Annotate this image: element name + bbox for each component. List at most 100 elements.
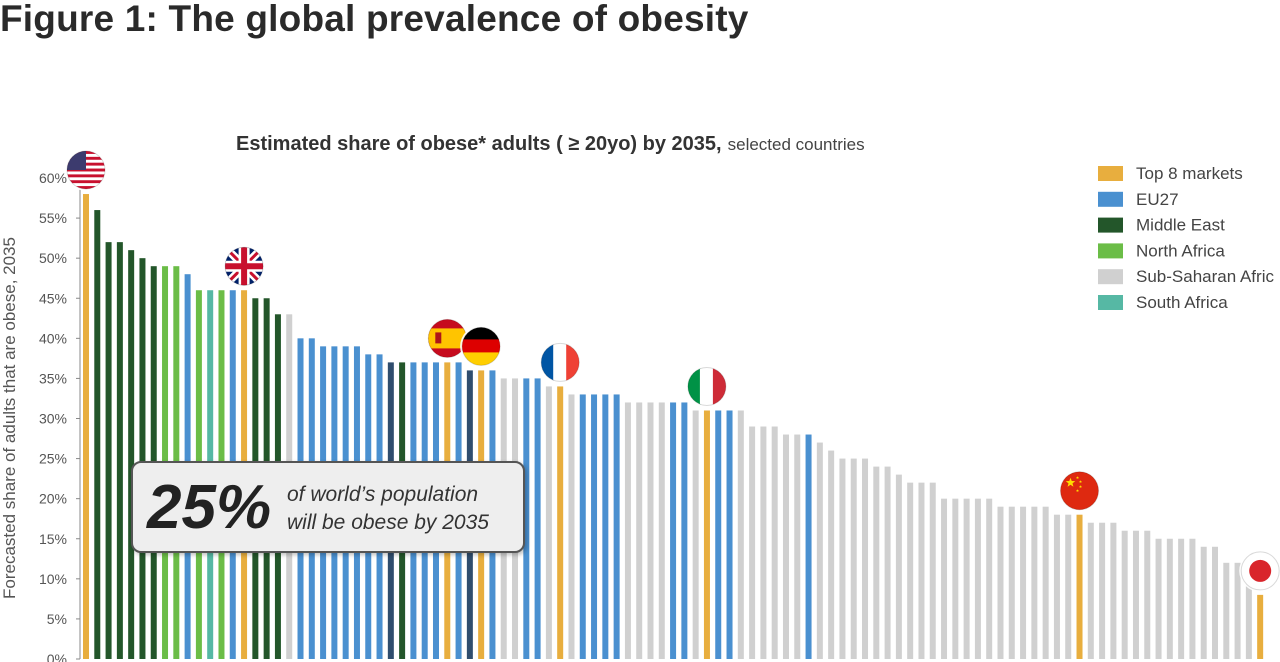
flag-spain-icon (426, 317, 469, 360)
bar (726, 410, 733, 659)
figure-title: Figure 1: The global prevalence of obesi… (0, 0, 749, 39)
bar (1245, 570, 1252, 659)
bar (681, 402, 688, 659)
bar (884, 466, 891, 659)
bar (1053, 514, 1060, 659)
bar (139, 258, 146, 659)
bar (105, 242, 112, 659)
bar (568, 394, 575, 659)
bar (591, 394, 598, 659)
bar (1087, 522, 1094, 659)
legend-label: South Africa (1136, 293, 1228, 312)
y-axis-label: Forecasted share of adults that are obes… (0, 237, 19, 599)
legend-label: Sub-Saharan Afric (1136, 267, 1274, 286)
chart-subtitle: selected countries (728, 135, 865, 154)
bar (1076, 514, 1083, 659)
flags (65, 149, 1280, 592)
bar (997, 506, 1004, 659)
bar (116, 242, 123, 659)
bar (1166, 538, 1173, 659)
flag-germany-icon (460, 325, 503, 368)
legend-swatch (1098, 166, 1123, 181)
flag-usa-icon (65, 149, 107, 191)
flag-japan-icon (1239, 549, 1280, 592)
legend: Top 8 markets EU27 Middle East North Africa… (1098, 164, 1274, 312)
bar (1144, 530, 1151, 659)
callout-line1: of world’s population (287, 483, 479, 506)
bar (1257, 594, 1264, 659)
y-tick-label: 20% (39, 491, 67, 507)
y-tick-label: 10% (39, 571, 67, 587)
bar (94, 210, 101, 660)
bar (523, 378, 530, 659)
bar (952, 498, 959, 659)
bar (647, 402, 654, 659)
bar (602, 394, 609, 659)
chart-title-main: Estimated share of obese* adults ( ≥ 20y… (236, 133, 722, 155)
bar (1200, 546, 1207, 659)
bar (862, 458, 869, 659)
bar (771, 426, 778, 659)
bar (873, 466, 880, 659)
y-axis: 0% 5% 10% 15% 20% 25% 30% 35% 40% 45% 50% 55% 60% (39, 170, 81, 662)
bar (692, 410, 699, 659)
legend-swatch (1098, 295, 1123, 310)
bar (636, 402, 643, 659)
y-tick-label: 0% (47, 651, 67, 662)
legend-swatch (1098, 217, 1123, 233)
y-tick-label: 35% (39, 370, 67, 386)
bar (1008, 506, 1015, 659)
bar (839, 458, 846, 659)
bar (1212, 546, 1218, 659)
bar (749, 426, 756, 659)
bar (986, 498, 993, 659)
callout-box: 25% of world’s population will be obese … (131, 461, 525, 553)
bar (1189, 538, 1196, 659)
bar (128, 250, 135, 659)
bar (579, 394, 586, 659)
legend-item: North Africa (1098, 241, 1225, 260)
legend-swatch (1098, 191, 1123, 207)
bar (805, 434, 812, 659)
bar (918, 482, 925, 659)
bar (715, 410, 722, 659)
legend-label: Middle East (1136, 216, 1225, 235)
chart-title: Estimated share of obese* adults ( ≥ 20y… (236, 133, 865, 155)
bar (907, 482, 914, 659)
callout-percent: 25% (147, 473, 272, 542)
bar (658, 402, 665, 659)
legend-label: Top 8 markets (1136, 164, 1243, 183)
y-tick-label: 15% (39, 531, 67, 547)
callout-line2: will be obese by 2035 (287, 511, 489, 534)
y-tick-label: 30% (39, 411, 67, 427)
bar (941, 498, 948, 659)
bar (670, 402, 677, 659)
y-tick-label: 60% (39, 170, 67, 186)
y-tick-label: 45% (39, 290, 67, 306)
y-tick-label: 55% (39, 210, 67, 226)
legend-item: Top 8 markets (1098, 164, 1243, 183)
bar (974, 498, 981, 659)
legend-swatch (1098, 269, 1123, 285)
bar (1020, 506, 1027, 659)
y-tick-label: 25% (39, 451, 67, 467)
flag-china-icon (1058, 469, 1101, 512)
bar (850, 458, 857, 659)
bar (816, 442, 823, 659)
bar (895, 474, 902, 659)
bar (828, 450, 835, 659)
y-tick-label: 5% (47, 611, 67, 627)
flag-uk-icon (223, 245, 266, 288)
flag-france-icon (539, 341, 582, 384)
legend-item: South Africa (1098, 293, 1228, 312)
bar (557, 386, 564, 659)
bar (760, 426, 767, 659)
bar (794, 434, 801, 659)
bar (83, 194, 89, 660)
bar (1234, 562, 1241, 659)
y-tick-label: 50% (39, 250, 67, 266)
bar (545, 386, 552, 659)
legend-label: North Africa (1136, 241, 1225, 260)
bar (703, 410, 710, 659)
